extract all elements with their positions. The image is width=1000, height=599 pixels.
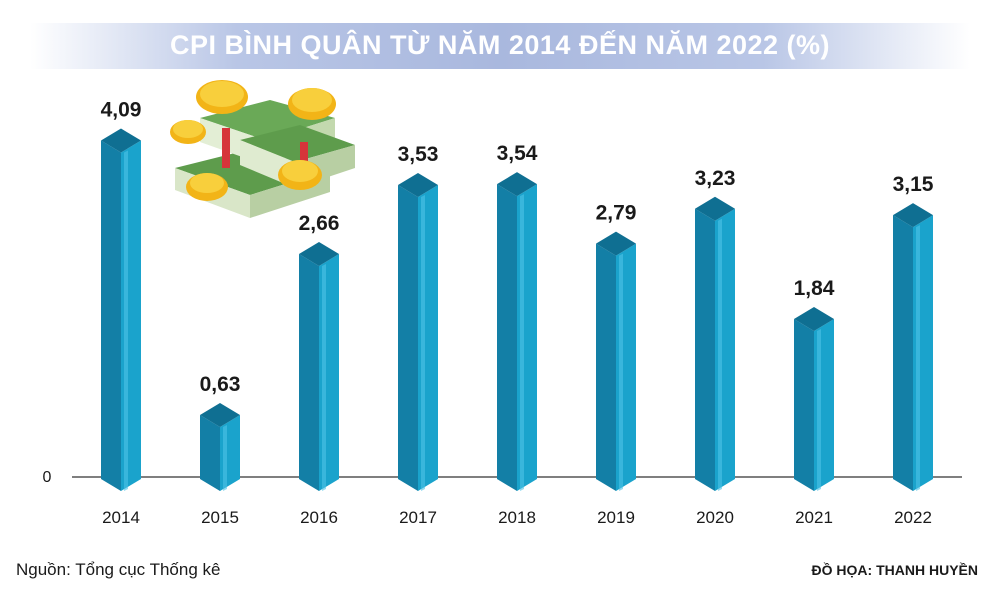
chart-title: CPI BÌNH QUÂN TỪ NĂM 2014 ĐẾN NĂM 2022 (… (169, 30, 830, 60)
bar-left-face (299, 253, 319, 491)
value-label-2015: 0,63 (200, 373, 241, 396)
x-tick-label-2022: 2022 (894, 508, 932, 527)
bar-left-face (695, 208, 715, 491)
bar-highlight (124, 150, 128, 491)
bar-2014 (101, 128, 141, 491)
bar-left-face (893, 215, 913, 491)
bar-top-cap (299, 241, 339, 266)
bar-top-cap (596, 231, 636, 256)
value-label-2022: 3,15 (893, 173, 934, 196)
x-tick-label-2015: 2015 (201, 508, 239, 527)
bar-highlight (223, 425, 227, 491)
bar-2017 (398, 172, 438, 491)
bar-highlight (619, 253, 623, 491)
value-label-2017: 3,53 (398, 143, 439, 166)
bar-left-face (101, 140, 121, 491)
value-label-2019: 2,79 (596, 202, 637, 225)
x-tick-label-2021: 2021 (795, 508, 833, 527)
x-tick-label-2018: 2018 (498, 508, 536, 527)
bar-left-face (398, 184, 418, 491)
bar-highlight (322, 263, 326, 491)
value-label-2014: 4,09 (101, 99, 142, 122)
bar-left-face (200, 415, 220, 491)
money-illustration (170, 80, 355, 218)
value-label-2020: 3,23 (695, 167, 736, 190)
value-label-group: 4,09 0,63 2,66 3,53 3,54 2,79 3,23 1,84 3,15 (101, 99, 934, 396)
bar-2018 (497, 172, 537, 491)
bar-group (101, 128, 933, 491)
bar-2015 (200, 403, 240, 491)
graphic-credit: ĐỒ HỌA: THANH HUYỀN (811, 562, 978, 578)
bar-2019 (596, 231, 636, 491)
bar-highlight (916, 225, 920, 491)
bar-top-cap (794, 307, 834, 332)
value-label-2021: 1,84 (794, 277, 835, 300)
bar-top-cap (893, 203, 933, 228)
x-tick-labels: 2014 2015 2016 2017 2018 2019 2020 2021 2022 (102, 508, 932, 527)
bar-2020 (695, 196, 735, 491)
bar-top-cap (497, 172, 537, 197)
bar-2022 (893, 203, 933, 491)
bar-highlight (421, 194, 425, 491)
y-zero-label: 0 (43, 469, 52, 486)
bar-left-face (497, 184, 517, 491)
bar-left-face (596, 243, 616, 491)
x-tick-label-2020: 2020 (696, 508, 734, 527)
bar-left-face (794, 319, 814, 491)
gold-coins (170, 80, 336, 201)
bar-top-cap (200, 403, 240, 428)
x-tick-label-2014: 2014 (102, 508, 140, 527)
bar-top-cap (101, 128, 141, 153)
bar-highlight (817, 329, 821, 491)
source-note: Nguồn: Tổng cục Thống kê (16, 560, 221, 579)
value-label-2018: 3,54 (497, 142, 538, 165)
x-tick-label-2019: 2019 (597, 508, 635, 527)
title-band (30, 23, 970, 69)
x-tick-label-2016: 2016 (300, 508, 338, 527)
x-tick-label-2017: 2017 (399, 508, 437, 527)
bar-2021 (794, 307, 834, 491)
bar-highlight (520, 194, 524, 491)
bar-top-cap (695, 196, 735, 221)
bar-highlight (718, 218, 722, 491)
value-label-2016: 2,66 (299, 212, 340, 235)
bar-top-cap (398, 172, 438, 197)
bar-2016 (299, 241, 339, 491)
